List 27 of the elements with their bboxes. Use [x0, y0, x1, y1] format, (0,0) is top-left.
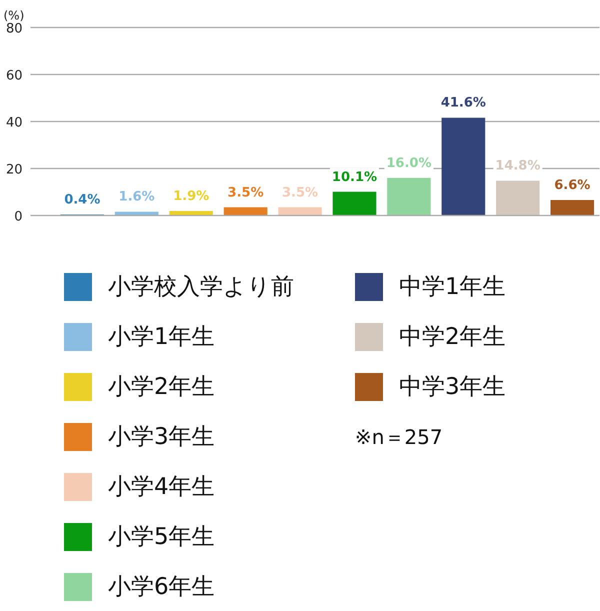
data-label: 3.5%: [282, 185, 318, 200]
legend-label: 中学3年生: [399, 373, 507, 402]
data-label: 14.8%: [495, 158, 540, 174]
y-tick-label: 60: [6, 68, 23, 84]
data-label: 41.6%: [440, 96, 486, 111]
data-label: 3.5%: [228, 185, 264, 200]
legend-label: 小学2年生: [108, 373, 216, 402]
legend-label: 中学2年生: [399, 323, 507, 352]
data-label: 10.1%: [332, 170, 378, 185]
data-label: 6.6%: [554, 178, 590, 193]
y-tick-label: 0: [14, 210, 23, 224]
legend-label: 小学4年生: [108, 473, 216, 502]
legend-label: 小学1年生: [108, 323, 216, 352]
legend-label: 小学校入学より前: [108, 273, 295, 302]
legend-label: 中学1年生: [399, 273, 507, 302]
legend-label: 小学5年生: [108, 523, 216, 552]
y-tick-label: 20: [6, 162, 23, 178]
legend-label: 小学6年生: [108, 573, 216, 602]
data-label: 1.6%: [118, 190, 155, 205]
data-label: 1.9%: [173, 189, 210, 204]
y-tick-label: 80: [6, 22, 23, 36]
data-label: 16.0%: [386, 156, 432, 171]
legend-label: 小学3年生: [108, 423, 216, 452]
data-label: 0.4%: [64, 192, 100, 208]
y-axis-title: (%): [4, 8, 24, 22]
text: ※n＝257: [354, 425, 443, 449]
y-tick-label: 40: [6, 116, 23, 130]
